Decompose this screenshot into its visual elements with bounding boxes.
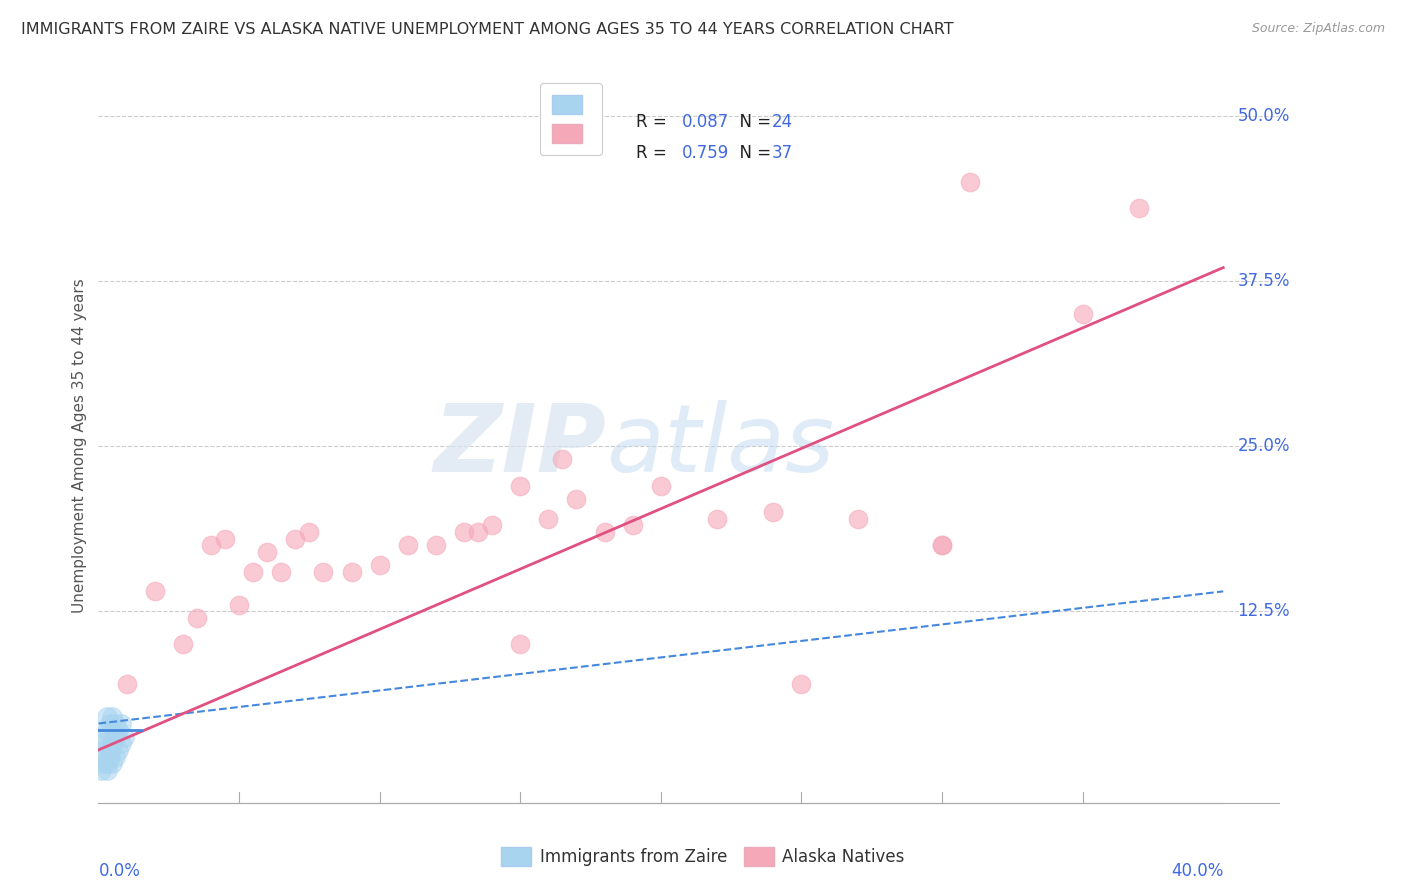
Text: R =: R = xyxy=(636,112,672,131)
Point xyxy=(537,511,560,525)
Text: 0.759: 0.759 xyxy=(682,145,730,162)
Point xyxy=(650,478,672,492)
Point xyxy=(90,749,112,764)
Text: 25.0%: 25.0% xyxy=(1237,437,1289,455)
Point xyxy=(551,452,574,467)
Point xyxy=(101,736,124,750)
Point xyxy=(256,545,278,559)
Point xyxy=(453,524,475,539)
Point xyxy=(110,736,132,750)
Text: 37.5%: 37.5% xyxy=(1237,272,1289,290)
Point xyxy=(96,756,118,771)
Text: 0.0%: 0.0% xyxy=(98,863,141,880)
Point xyxy=(93,736,115,750)
Text: N =: N = xyxy=(728,145,776,162)
Point xyxy=(93,756,115,771)
Point xyxy=(200,538,222,552)
Point xyxy=(1071,307,1094,321)
Point xyxy=(931,538,953,552)
Legend: Immigrants from Zaire, Alaska Natives: Immigrants from Zaire, Alaska Natives xyxy=(494,838,912,875)
Point xyxy=(104,730,127,744)
Point xyxy=(621,518,644,533)
Point xyxy=(368,558,391,572)
Text: 37: 37 xyxy=(772,145,793,162)
Point xyxy=(1128,201,1150,215)
Text: 12.5%: 12.5% xyxy=(1237,602,1289,620)
Point xyxy=(90,730,112,744)
Point xyxy=(90,763,112,777)
Point xyxy=(396,538,419,552)
Text: N =: N = xyxy=(728,112,776,131)
Point xyxy=(790,677,813,691)
Point xyxy=(228,598,250,612)
Legend: , : , xyxy=(540,83,602,155)
Point xyxy=(284,532,307,546)
Point xyxy=(467,524,489,539)
Point xyxy=(96,763,118,777)
Point xyxy=(143,584,166,599)
Point xyxy=(112,730,135,744)
Point xyxy=(312,565,335,579)
Point xyxy=(565,491,588,506)
Point xyxy=(593,524,616,539)
Point xyxy=(110,716,132,731)
Text: ZIP: ZIP xyxy=(433,400,606,492)
Point xyxy=(762,505,785,519)
Point xyxy=(509,637,531,651)
Point xyxy=(340,565,363,579)
Point xyxy=(270,565,292,579)
Point xyxy=(425,538,447,552)
Text: 50.0%: 50.0% xyxy=(1237,107,1289,125)
Point xyxy=(481,518,503,533)
Text: IMMIGRANTS FROM ZAIRE VS ALASKA NATIVE UNEMPLOYMENT AMONG AGES 35 TO 44 YEARS CO: IMMIGRANTS FROM ZAIRE VS ALASKA NATIVE U… xyxy=(21,22,953,37)
Point xyxy=(101,710,124,724)
Text: 24: 24 xyxy=(772,112,793,131)
Point xyxy=(104,749,127,764)
Point xyxy=(93,743,115,757)
Point xyxy=(96,723,118,738)
Point xyxy=(107,723,129,738)
Text: 40.0%: 40.0% xyxy=(1171,863,1223,880)
Point xyxy=(242,565,264,579)
Point xyxy=(706,511,728,525)
Point xyxy=(98,743,121,757)
Point xyxy=(98,716,121,731)
Point xyxy=(214,532,236,546)
Point xyxy=(931,538,953,552)
Point xyxy=(104,716,127,731)
Y-axis label: Unemployment Among Ages 35 to 44 years: Unemployment Among Ages 35 to 44 years xyxy=(72,278,87,614)
Point xyxy=(298,524,321,539)
Text: Source: ZipAtlas.com: Source: ZipAtlas.com xyxy=(1251,22,1385,36)
Point xyxy=(107,743,129,757)
Point xyxy=(846,511,869,525)
Point xyxy=(101,756,124,771)
Text: 0.087: 0.087 xyxy=(682,112,730,131)
Text: atlas: atlas xyxy=(606,401,835,491)
Point xyxy=(96,710,118,724)
Point xyxy=(186,611,208,625)
Point xyxy=(115,677,138,691)
Point xyxy=(509,478,531,492)
Point xyxy=(98,749,121,764)
Point xyxy=(959,175,981,189)
Text: R =: R = xyxy=(636,145,672,162)
Point xyxy=(172,637,194,651)
